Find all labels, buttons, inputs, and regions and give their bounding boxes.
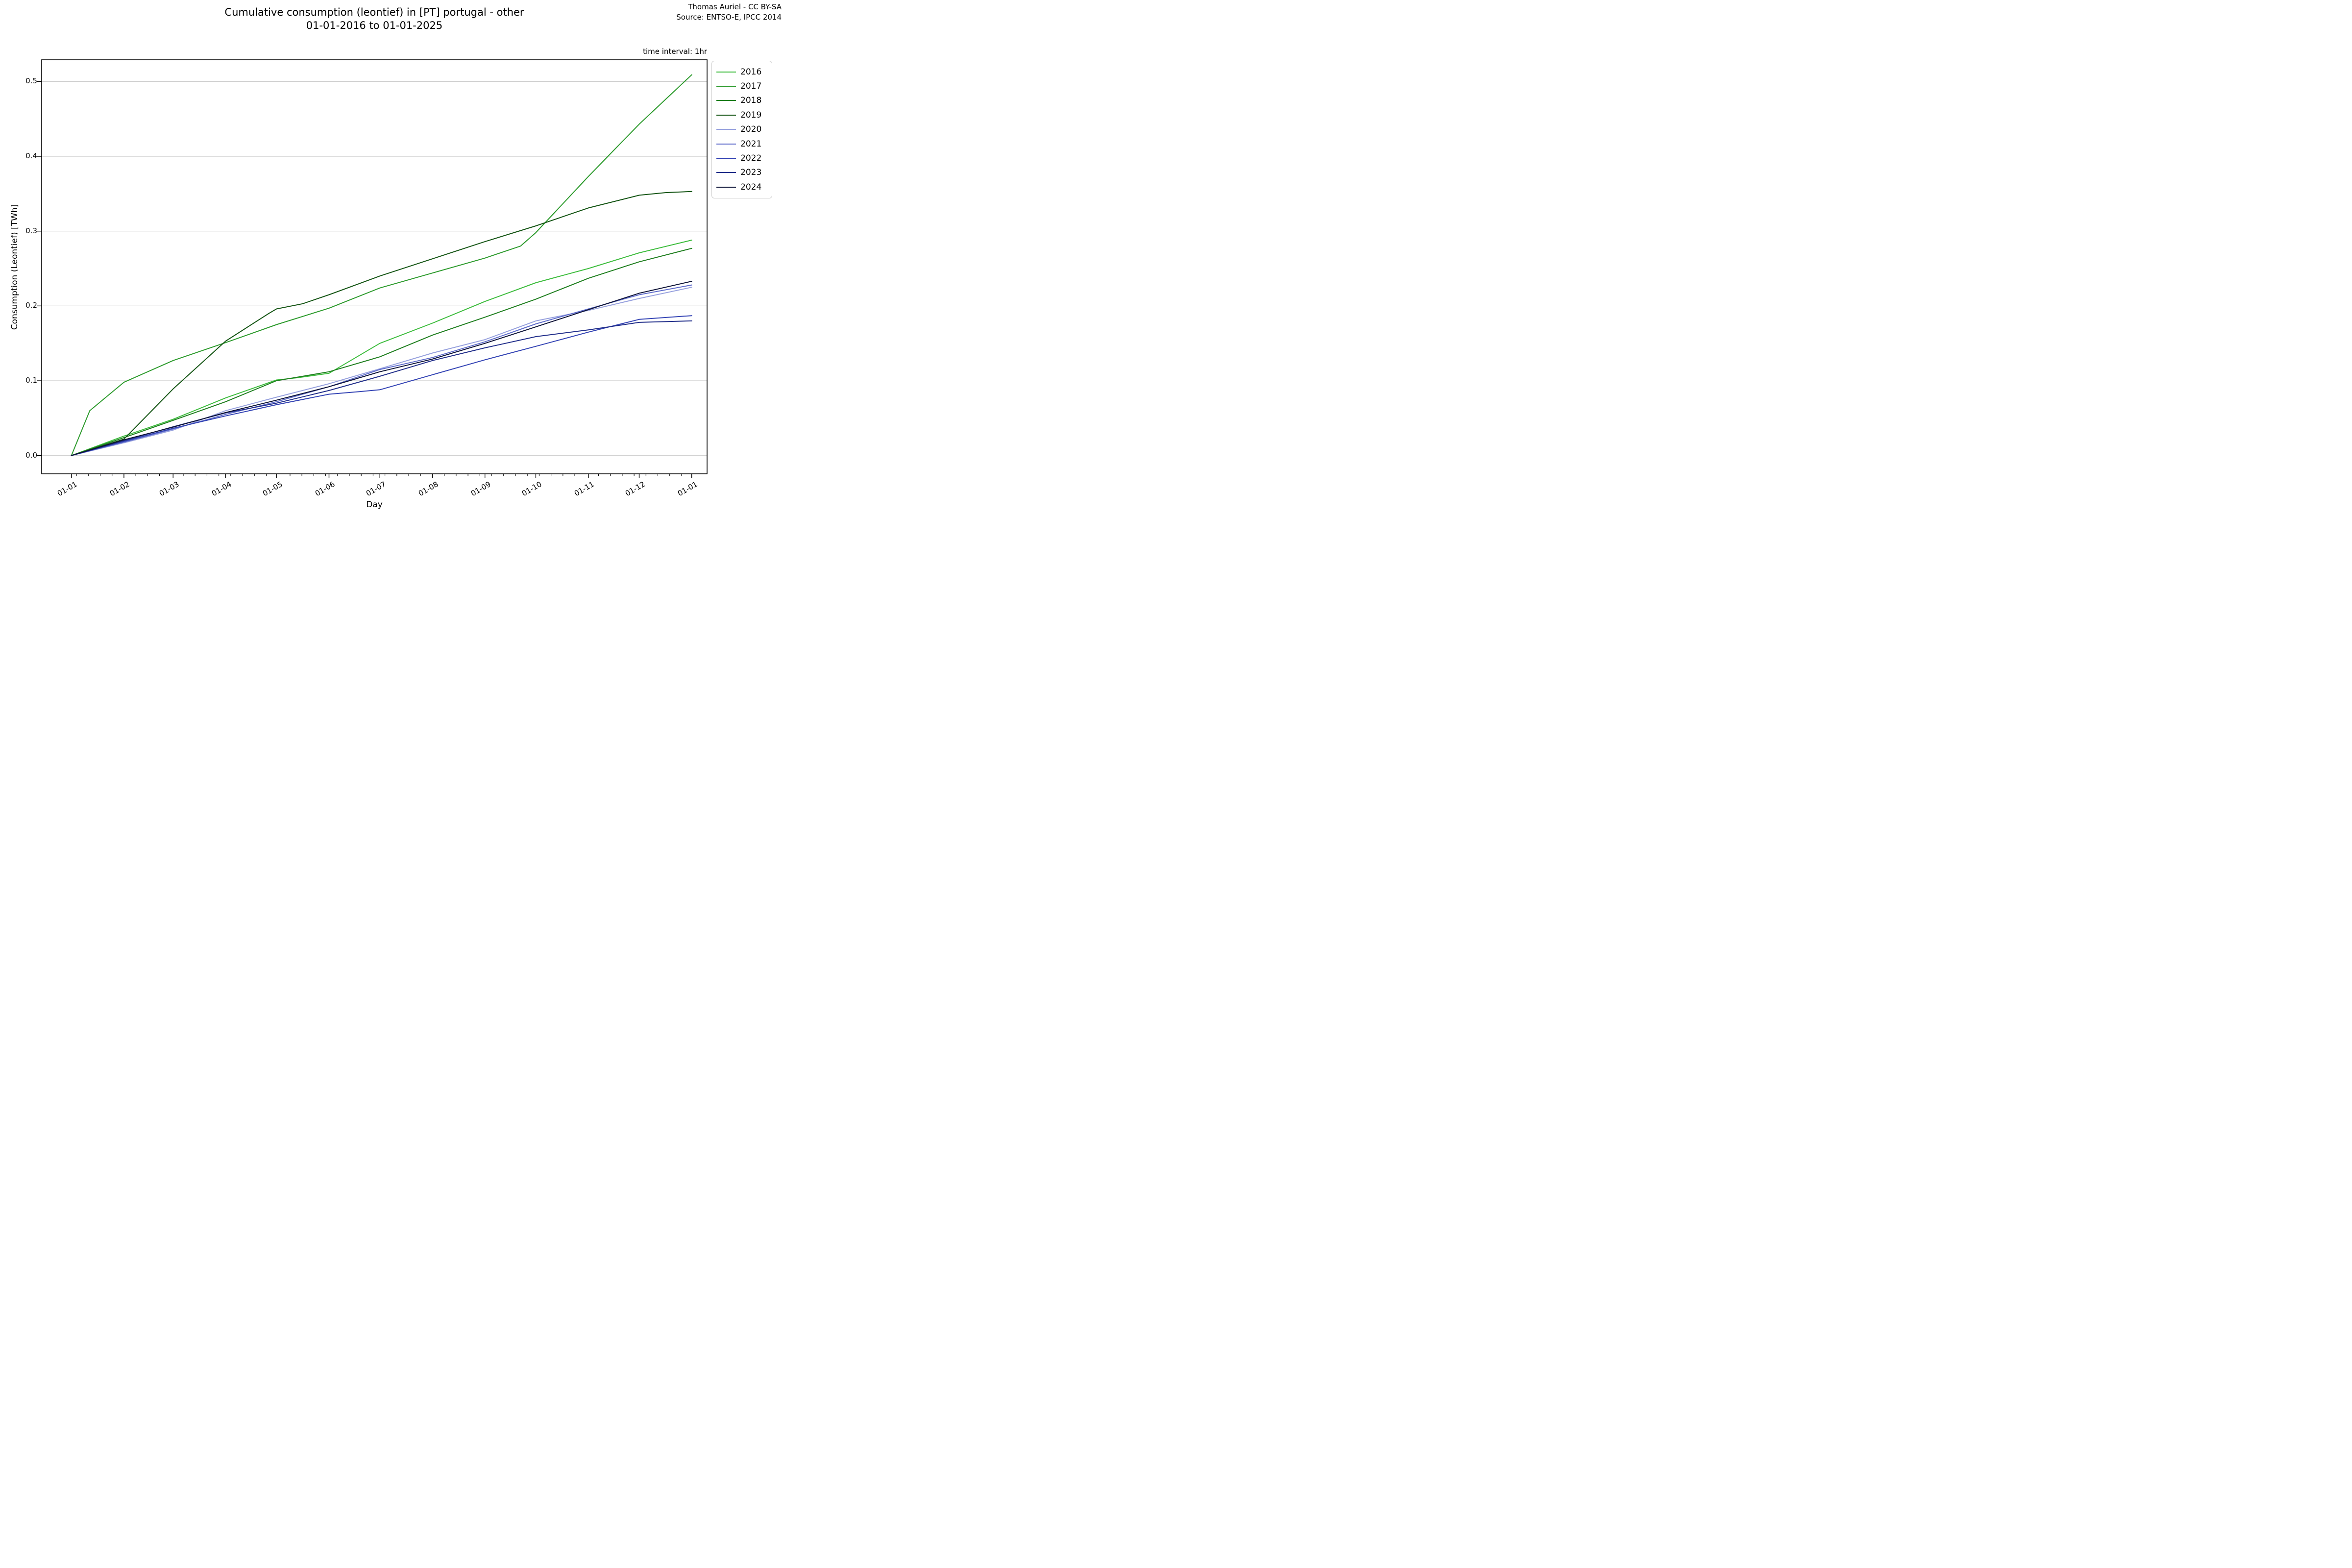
attribution-block: Thomas Auriel - CC BY-SA Source: ENTSO-E… <box>676 2 782 23</box>
y-tick-label: 0.5 <box>25 76 37 86</box>
y-tick-label: 0.2 <box>25 301 37 310</box>
series-line-2020 <box>71 287 692 456</box>
legend-item-2021: 2021 <box>716 137 767 151</box>
y-tick-label: 0.3 <box>25 226 37 235</box>
legend-line-sample <box>716 172 736 173</box>
series-line-2019 <box>71 191 692 456</box>
legend-label: 2019 <box>740 110 762 120</box>
series-line-2018 <box>71 247 692 456</box>
legend-line-sample <box>716 71 736 73</box>
legend-item-2023: 2023 <box>716 166 767 180</box>
legend-label: 2016 <box>740 67 762 77</box>
figure-canvas: Cumulative consumption (leontief) in [PT… <box>0 0 784 523</box>
legend-item-2024: 2024 <box>716 180 767 194</box>
series-line-2023 <box>71 320 692 456</box>
time-interval-note: time interval: 1hr <box>643 47 707 56</box>
y-tick-label: 0.4 <box>25 151 37 161</box>
attribution-author: Thomas Auriel - CC BY-SA <box>688 2 782 11</box>
legend-box: 2016 2017 2018 2019 2020 2021 2022 2023 2024 <box>711 61 772 198</box>
legend-item-2018: 2018 <box>716 94 767 108</box>
x-axis-label: Day <box>366 500 383 510</box>
legend-item-2016: 2016 <box>716 65 767 79</box>
y-tick-label: 0.0 <box>25 450 37 460</box>
series-line-2021 <box>71 284 692 456</box>
chart-subtitle: 01-01-2016 to 01-01-2025 <box>306 20 443 31</box>
legend-line-sample <box>716 143 736 145</box>
legend-label: 2021 <box>740 139 762 149</box>
axes-spines <box>41 59 708 474</box>
legend-label: 2024 <box>740 182 762 192</box>
legend-line-sample <box>716 158 736 159</box>
y-tick-label: 0.1 <box>25 376 37 385</box>
legend-label: 2023 <box>740 168 762 178</box>
chart-title: Cumulative consumption (leontief) in [PT… <box>224 6 524 18</box>
attribution-source: Source: ENTSO-E, IPCC 2014 <box>676 13 782 22</box>
legend-line-sample <box>716 114 736 116</box>
legend-label: 2017 <box>740 81 762 92</box>
legend-label: 2018 <box>740 96 762 106</box>
series-line-2022 <box>71 315 692 456</box>
legend-label: 2022 <box>740 153 762 164</box>
legend-line-sample <box>716 186 736 188</box>
legend-line-sample <box>716 100 736 101</box>
legend-item-2020: 2020 <box>716 122 767 137</box>
chart-title-block: Cumulative consumption (leontief) in [PT… <box>42 6 707 32</box>
legend-item-2022: 2022 <box>716 151 767 165</box>
series-line-2024 <box>71 281 692 456</box>
legend-label: 2020 <box>740 124 762 135</box>
legend-line-sample <box>716 129 736 130</box>
series-line-2017 <box>71 74 692 456</box>
plot-area <box>37 59 708 478</box>
legend-line-sample <box>716 86 736 87</box>
legend-item-2017: 2017 <box>716 79 767 93</box>
y-axis-label: Consumption (Leontief) [TWh] <box>10 204 20 330</box>
series-line-2016 <box>71 240 692 456</box>
legend-item-2019: 2019 <box>716 108 767 122</box>
